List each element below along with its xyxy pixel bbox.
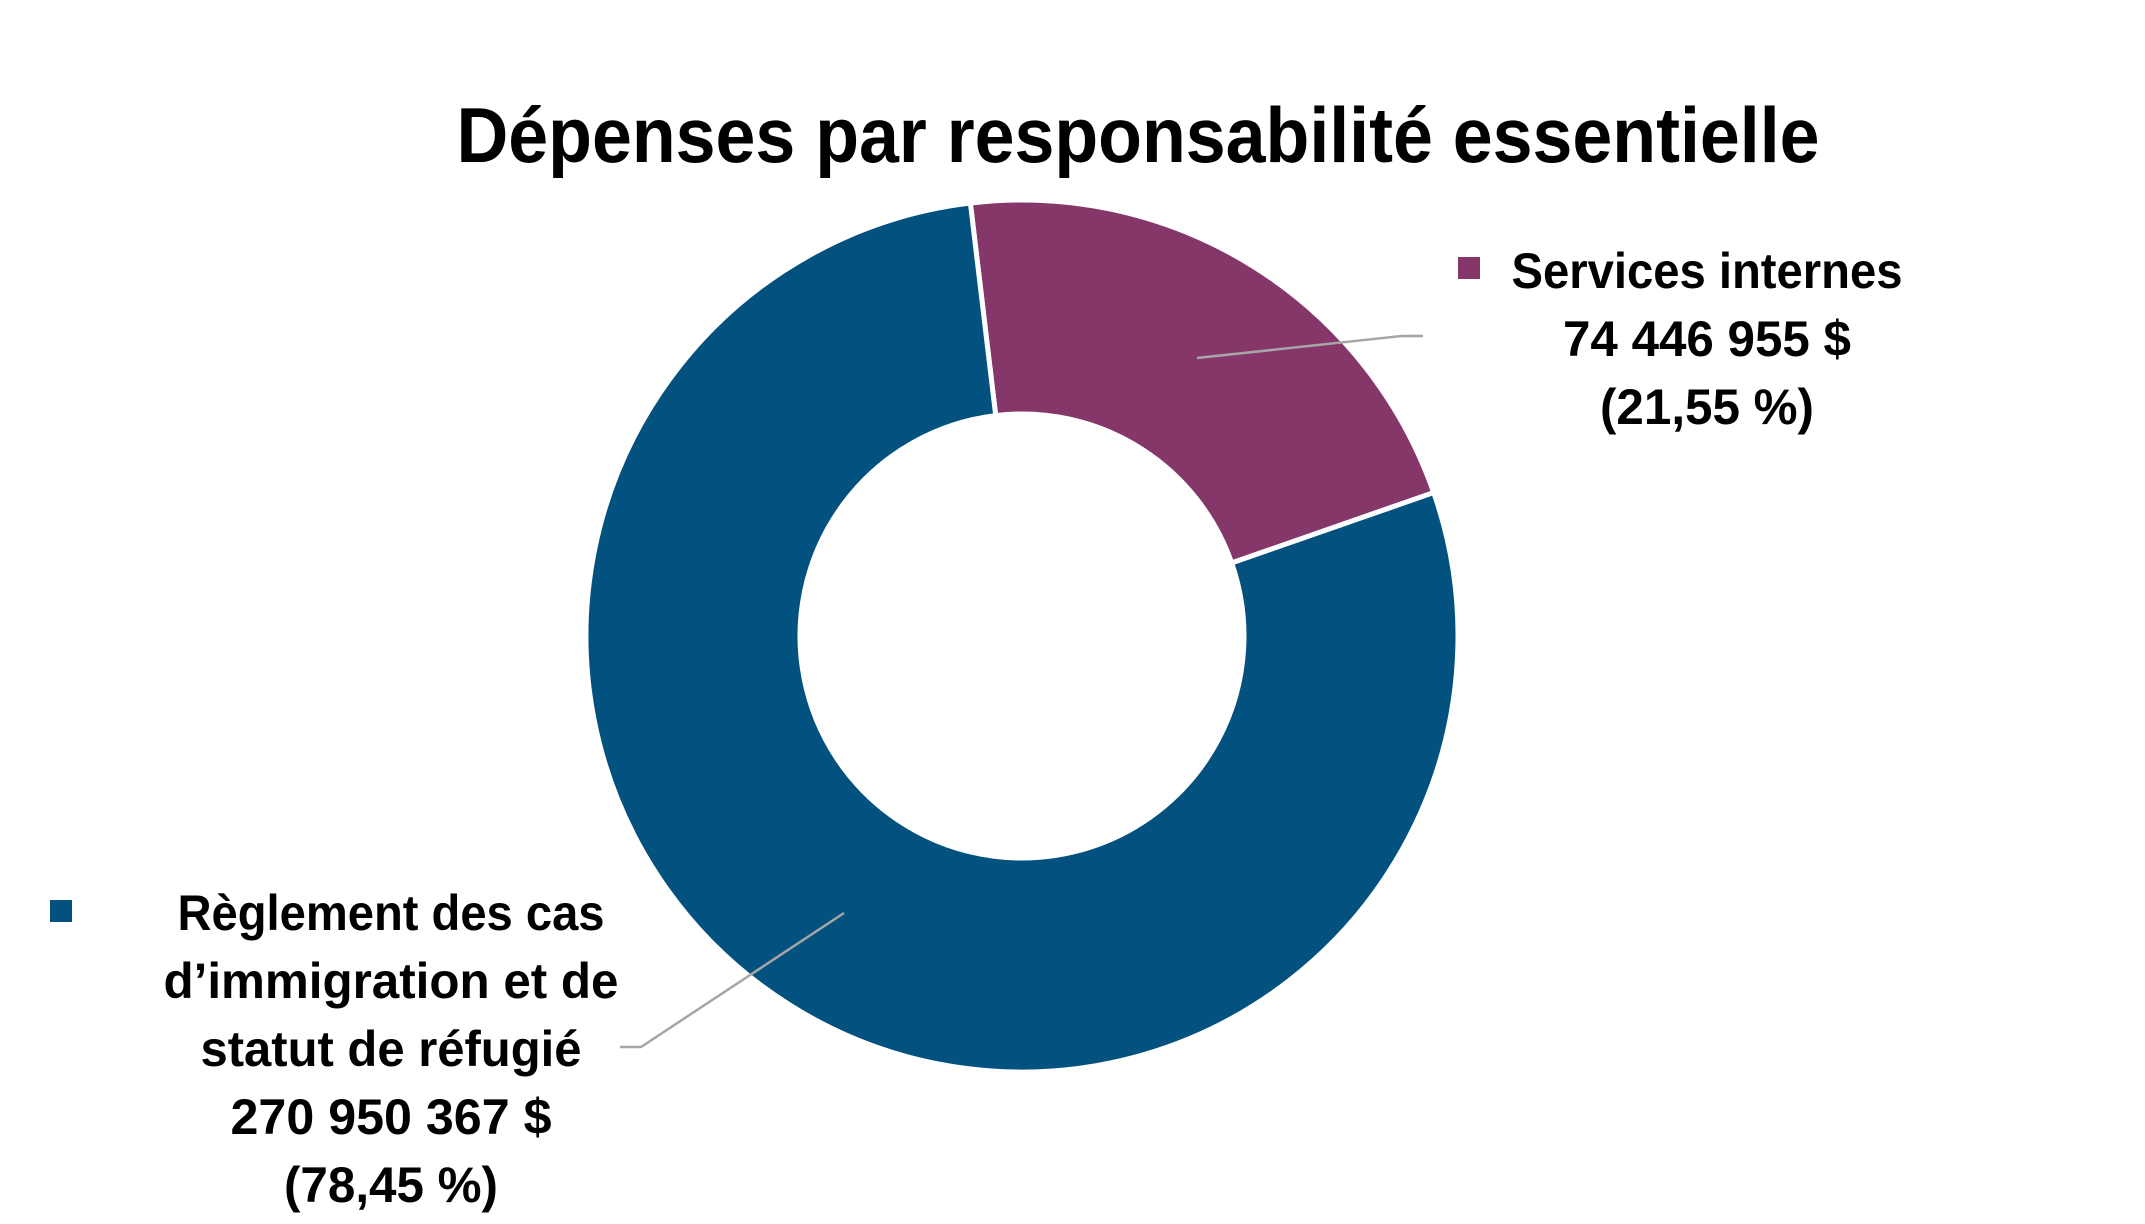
data-label-services-internes: Services internes 74 446 955 $ (21,55 %) bbox=[1458, 243, 1903, 435]
label-name: Services internes bbox=[1512, 243, 1903, 299]
legend-key-services-internes bbox=[1458, 257, 1480, 279]
label-percent: (78,45 %) bbox=[284, 1157, 498, 1213]
data-label-reglement: Règlement des cas d’immigration et de st… bbox=[50, 885, 619, 1213]
donut-slice-0 bbox=[967, 197, 1437, 567]
leader-line-services-internes bbox=[1196, 334, 1423, 360]
label-name-line-2: d’immigration et de bbox=[164, 953, 619, 1009]
label-name-line-1: Règlement des cas bbox=[178, 885, 605, 941]
label-name-line-3: statut de réfugié bbox=[201, 1021, 582, 1077]
label-percent: (21,55 %) bbox=[1600, 379, 1814, 435]
donut-slice-1 bbox=[583, 200, 1461, 1075]
chart-title: Dépenses par responsabilité essentielle bbox=[457, 91, 1820, 179]
slices bbox=[583, 197, 1461, 1075]
legend-key-reglement bbox=[50, 900, 72, 922]
label-value: 74 446 955 $ bbox=[1563, 311, 1851, 367]
leader-line-reglement bbox=[620, 911, 845, 1049]
label-value: 270 950 367 $ bbox=[231, 1089, 552, 1145]
